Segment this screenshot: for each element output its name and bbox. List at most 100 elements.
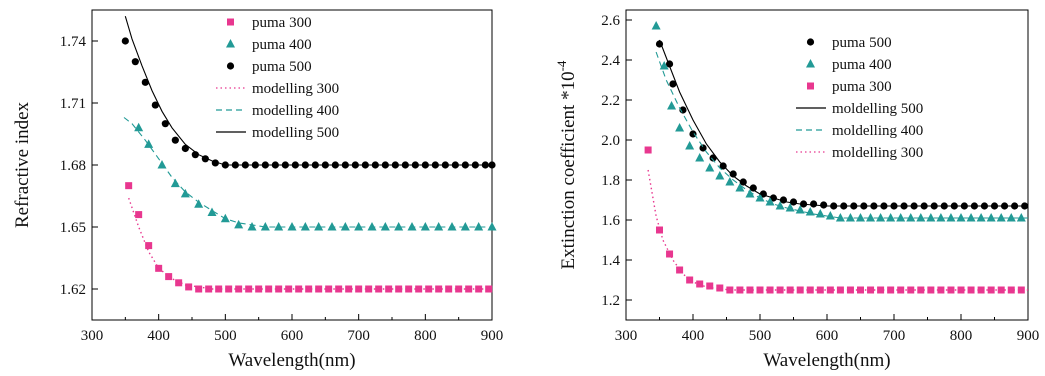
data-point-triangle <box>825 211 835 220</box>
data-point-square <box>305 285 313 293</box>
data-point-triangle <box>976 213 986 222</box>
legend-circle-marker <box>806 38 815 46</box>
data-point-triangle <box>805 207 815 216</box>
data-point-circle <box>131 58 139 66</box>
x-tick-label: 900 <box>1017 328 1040 344</box>
y-tick-label: 1.8 <box>601 173 620 189</box>
data-point-square <box>877 286 885 294</box>
data-point-triangle <box>725 177 735 186</box>
y-tick-label: 1.4 <box>601 253 620 269</box>
data-point-triangle <box>886 213 896 222</box>
x-tick-label: 900 <box>481 328 504 344</box>
series-line <box>647 169 1028 291</box>
data-point-square <box>806 286 814 294</box>
data-point-square <box>927 286 935 294</box>
data-point-square <box>365 285 373 293</box>
legend-label: puma 300 <box>832 79 892 95</box>
data-point-triangle <box>487 222 497 231</box>
data-point-triangle <box>651 21 661 30</box>
refractive-index-chart: 300 400 500 600 700 800 900 1.62 1.65 1.68 1.71 1.7… <box>12 9 504 371</box>
data-point-triangle <box>1006 213 1016 222</box>
data-point-circle <box>820 201 828 209</box>
extinction-coefficient-chart: 300 400 500 600 700 800 900 1.2 1.4 1.6 1.8 2.0 2.2 2… <box>554 9 1040 371</box>
x-tick-label: 400 <box>682 328 705 344</box>
data-point-triangle <box>765 197 775 206</box>
data-point-triangle <box>916 213 926 222</box>
data-point-triangle <box>220 213 230 223</box>
data-point-triangle <box>180 188 190 198</box>
legend-label: puma 300 <box>252 15 312 31</box>
data-point-triangle <box>795 205 805 214</box>
data-point-circle <box>161 120 169 128</box>
data-point-square <box>185 283 193 291</box>
data-point-square <box>1007 286 1015 294</box>
legend-label: puma 400 <box>252 37 312 53</box>
data-point-triangle <box>170 178 180 188</box>
data-point-square <box>315 285 323 293</box>
data-point-circle <box>171 136 179 144</box>
data-point-square <box>644 146 652 154</box>
data-point-triangle <box>327 222 337 231</box>
data-point-triangle <box>956 213 966 222</box>
x-tick-label: 500 <box>749 328 772 344</box>
data-point-square <box>746 286 754 294</box>
data-point-triangle <box>986 213 996 222</box>
data-point-triangle <box>695 153 705 162</box>
legend-square-marker <box>807 82 814 90</box>
data-point-square <box>455 285 463 293</box>
x-tick-label: 700 <box>347 328 370 344</box>
data-point-triangle <box>715 171 725 180</box>
data-point-square <box>235 285 243 293</box>
data-point-triangle <box>876 213 886 222</box>
data-point-triangle <box>667 101 677 110</box>
data-point-triangle <box>866 213 876 222</box>
data-point-square <box>175 279 183 287</box>
data-point-triangle <box>815 209 825 218</box>
y-tick-label: 2.0 <box>601 133 620 149</box>
x-tick-label: 800 <box>950 328 973 344</box>
data-point-triangle <box>856 213 865 222</box>
data-point-triangle <box>340 222 350 231</box>
legend: puma 300 puma 400 puma 500 modelling 300 mod… <box>216 15 339 141</box>
data-point-square <box>145 242 153 250</box>
y-tick-label: 1.6 <box>601 213 620 229</box>
x-axis-title: Wavelength(nm) <box>763 350 890 371</box>
y-axis-title: Extinction coefficient *10-4 <box>554 60 579 269</box>
legend-label: puma 500 <box>832 35 892 51</box>
x-tick-label: 500 <box>214 328 237 344</box>
data-point-triangle <box>896 213 906 222</box>
data-point-triangle <box>460 222 470 231</box>
data-point-square <box>836 286 844 294</box>
data-point-triangle <box>835 213 845 222</box>
plot-frame <box>625 9 1029 321</box>
data-point-circle <box>749 184 757 192</box>
data-point-square <box>355 285 363 293</box>
data-point-triangle <box>447 222 457 231</box>
data-point-square <box>395 285 403 293</box>
data-point-triangle <box>354 222 364 231</box>
data-point-triangle <box>1016 213 1026 222</box>
data-point-square <box>445 285 453 293</box>
x-tick-label: 600 <box>281 328 304 344</box>
data-point-triangle <box>314 222 324 231</box>
data-point-triangle <box>906 213 916 222</box>
legend-square-marker <box>227 18 234 26</box>
data-point-square <box>706 282 714 290</box>
data-point-square <box>937 286 945 294</box>
legend-label: puma 400 <box>832 57 892 73</box>
data-point-triangle <box>785 203 795 212</box>
data-point-square <box>1017 286 1025 294</box>
legend-label: puma 500 <box>252 59 312 75</box>
data-point-circle <box>689 130 697 138</box>
x-axis-title: Wavelength(nm) <box>228 350 355 371</box>
x-tick-label: 400 <box>147 328 170 344</box>
data-point-square <box>846 286 854 294</box>
data-point-square <box>405 285 413 293</box>
data-point-triangle <box>407 222 417 231</box>
data-point-square <box>345 285 353 293</box>
data-point-triangle <box>996 213 1006 222</box>
data-point-circle <box>699 144 707 152</box>
x-tick-label: 300 <box>81 328 104 344</box>
data-point-square <box>415 285 423 293</box>
